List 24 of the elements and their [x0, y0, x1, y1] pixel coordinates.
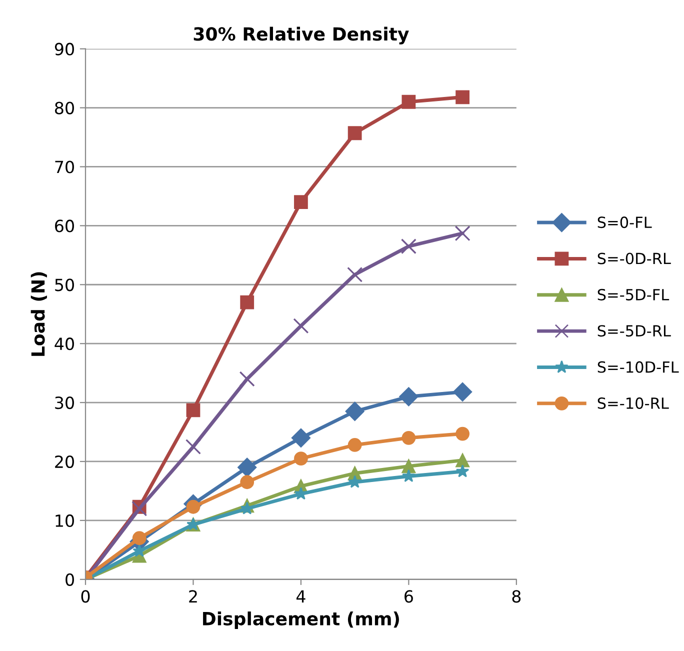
legend-label: S=-10D-FL [598, 361, 679, 373]
y-tick-label: 90 [54, 42, 74, 56]
y-tick-label: 10 [56, 514, 74, 528]
x-tick-label: 8 [512, 590, 521, 603]
y-tick-label: 30 [55, 396, 74, 410]
y-axis-title: Load (N) [30, 272, 47, 356]
x-tick-label: 0 [81, 590, 90, 603]
x-tick-label: 6 [404, 590, 413, 603]
y-tick-label: 70 [55, 160, 74, 174]
x-tick-label: 2 [189, 590, 197, 602]
x-axis-title: Displacement (mm) [203, 611, 399, 629]
legend-label: S=-5D-FL [598, 288, 670, 300]
y-tick-label: 0 [66, 573, 74, 586]
y-tick-label: 80 [55, 102, 74, 114]
y-tick-label: 60 [55, 220, 74, 232]
legend-label: S=-5D-RL [598, 325, 671, 337]
chart-title: 30% Relative Density [194, 26, 409, 44]
legend-label: S=-0D-RL [598, 252, 671, 264]
y-tick-label: 50 [55, 278, 74, 292]
x-tick-label: 4 [296, 590, 306, 602]
legend-label: S=0-FL [598, 216, 652, 228]
y-tick-label: 40 [54, 338, 74, 350]
legend-label: S=-10-RL [598, 397, 669, 409]
y-tick-label: 20 [55, 455, 74, 468]
